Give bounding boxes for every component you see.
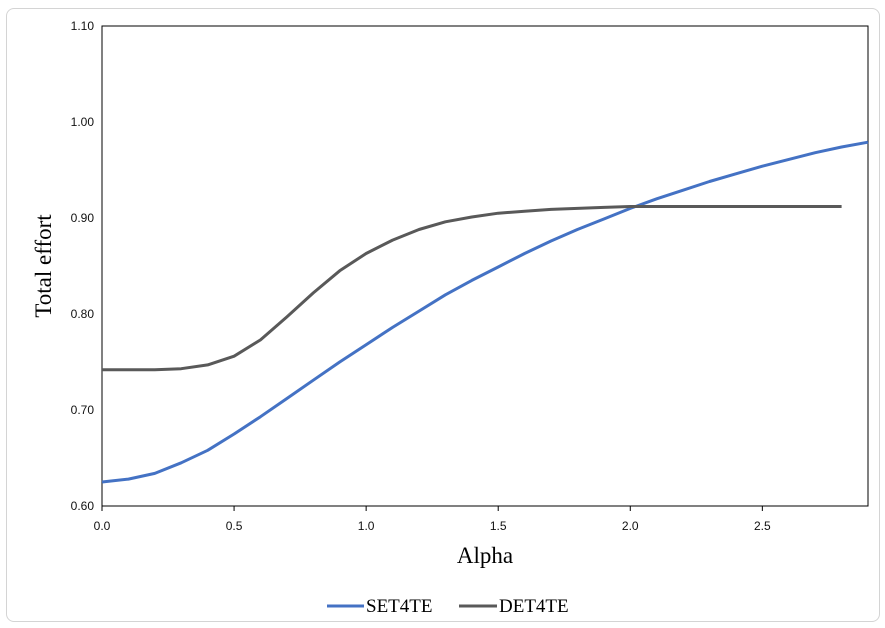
plot-area	[101, 25, 869, 507]
x-tick-label: 1.5	[490, 519, 507, 533]
legend-item-set4te: SET4TE	[327, 596, 433, 617]
x-tick-label: 2.5	[754, 519, 771, 533]
y-tick-label: 0.60	[71, 499, 95, 513]
x-axis-ticks: 0.0 0.5 1.0 1.5 2.0 2.5	[94, 506, 771, 533]
y-axis-ticks: 0.60 0.70 0.80 0.90 1.00 1.10	[71, 19, 95, 513]
legend: SET4TE DET4TE	[327, 596, 569, 617]
x-tick-label: 0.0	[94, 519, 111, 533]
legend-label-det4te: DET4TE	[499, 596, 569, 617]
x-tick-label: 2.0	[622, 519, 639, 533]
x-tick-label: 0.5	[226, 519, 243, 533]
x-tick-label: 1.0	[358, 519, 375, 533]
legend-label-set4te: SET4TE	[366, 596, 433, 617]
y-tick-label: 1.10	[71, 19, 95, 33]
series-line-det4te	[102, 205, 842, 372]
y-tick-label: 0.70	[71, 403, 95, 417]
y-tick-label: 1.00	[71, 115, 95, 129]
y-tick-label: 0.90	[71, 211, 95, 225]
series-line-set4te	[101, 140, 869, 484]
y-axis-title: Total effort	[31, 214, 56, 318]
legend-item-det4te: DET4TE	[459, 596, 569, 617]
x-axis-title: Alpha	[457, 543, 513, 568]
chart-frame	[6, 8, 880, 622]
series-lines	[101, 140, 869, 484]
y-tick-label: 0.80	[71, 307, 95, 321]
